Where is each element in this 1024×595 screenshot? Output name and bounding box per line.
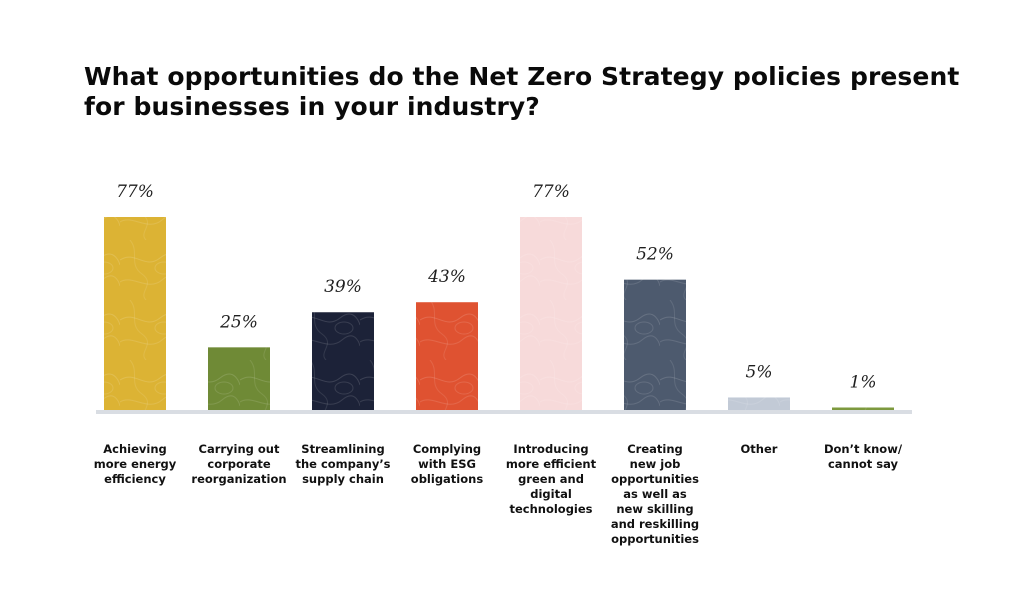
- value-label-3: 39%: [324, 277, 362, 297]
- category-label-line: Creating: [627, 442, 683, 456]
- category-label-3: Streamlining the company’s supply chain: [295, 442, 390, 486]
- bar-texture-6: [624, 279, 686, 410]
- category-label-line: as well as: [623, 487, 687, 501]
- bar-texture-7: [728, 397, 790, 410]
- category-label-line: Introducing: [513, 442, 588, 456]
- bar-texture-4: [416, 302, 478, 410]
- category-label-line: with ESG: [418, 457, 476, 471]
- category-label-4: Complying with ESG obligations: [411, 442, 484, 486]
- category-label-line: Don’t know/: [824, 442, 903, 456]
- category-label-line: supply chain: [302, 472, 384, 486]
- bar-texture-8: [832, 407, 894, 410]
- category-label-line: Complying: [413, 442, 481, 456]
- value-label-4: 43%: [427, 267, 466, 287]
- value-label-2: 25%: [219, 312, 258, 332]
- category-label-line: more efficient: [506, 457, 597, 471]
- category-label-line: new job: [630, 457, 681, 471]
- value-label-6: 52%: [636, 245, 674, 265]
- value-label-1: 77%: [116, 182, 154, 202]
- x-axis-baseline: [96, 410, 912, 414]
- category-label-line: obligations: [411, 472, 484, 486]
- chart-title-line-2: for businesses in your industry?: [84, 92, 540, 121]
- category-label-line: opportunities: [611, 532, 699, 546]
- category-label-7: Other: [741, 442, 778, 456]
- category-label-line: cannot say: [828, 457, 899, 471]
- category-label-line: corporate: [207, 457, 270, 471]
- chart-title: What opportunities do the Net Zero Strat…: [84, 62, 984, 122]
- bar-texture-1: [104, 217, 166, 410]
- category-label-line: reorganization: [191, 472, 286, 486]
- category-label-line: Streamlining: [301, 442, 384, 456]
- chart-title-line-1: What opportunities do the Net Zero Strat…: [84, 62, 960, 91]
- value-label-8: 1%: [850, 372, 877, 392]
- category-label-line: Carrying out: [199, 442, 280, 456]
- bar-texture-5: [520, 217, 582, 410]
- bar-texture-3: [312, 312, 374, 410]
- category-label-line: new skilling: [616, 502, 693, 516]
- category-label-line: opportunities: [611, 472, 699, 486]
- category-label-line: Other: [741, 442, 778, 456]
- bar-texture-2: [208, 347, 270, 410]
- category-label-line: Achieving: [103, 442, 167, 456]
- category-label-6: Creating new job opportunities as well as ne…: [611, 442, 699, 546]
- category-label-line: digital: [530, 487, 572, 501]
- category-label-line: and reskilling: [611, 517, 699, 531]
- value-label-7: 5%: [746, 362, 773, 382]
- category-label-1: Achieving more energy efficiency: [94, 442, 177, 486]
- category-label-8: Don’t know/cannot say: [824, 442, 903, 471]
- category-label-line: efficiency: [104, 472, 166, 486]
- category-label-2: Carrying out corporate reorganization: [191, 442, 286, 486]
- category-label-line: more energy: [94, 457, 177, 471]
- category-label-5: Introducing more efficient green and digita…: [506, 442, 597, 516]
- category-label-line: technologies: [509, 502, 592, 516]
- category-label-line: green and: [518, 472, 584, 486]
- value-label-5: 77%: [532, 182, 570, 202]
- category-label-line: the company’s: [295, 457, 390, 471]
